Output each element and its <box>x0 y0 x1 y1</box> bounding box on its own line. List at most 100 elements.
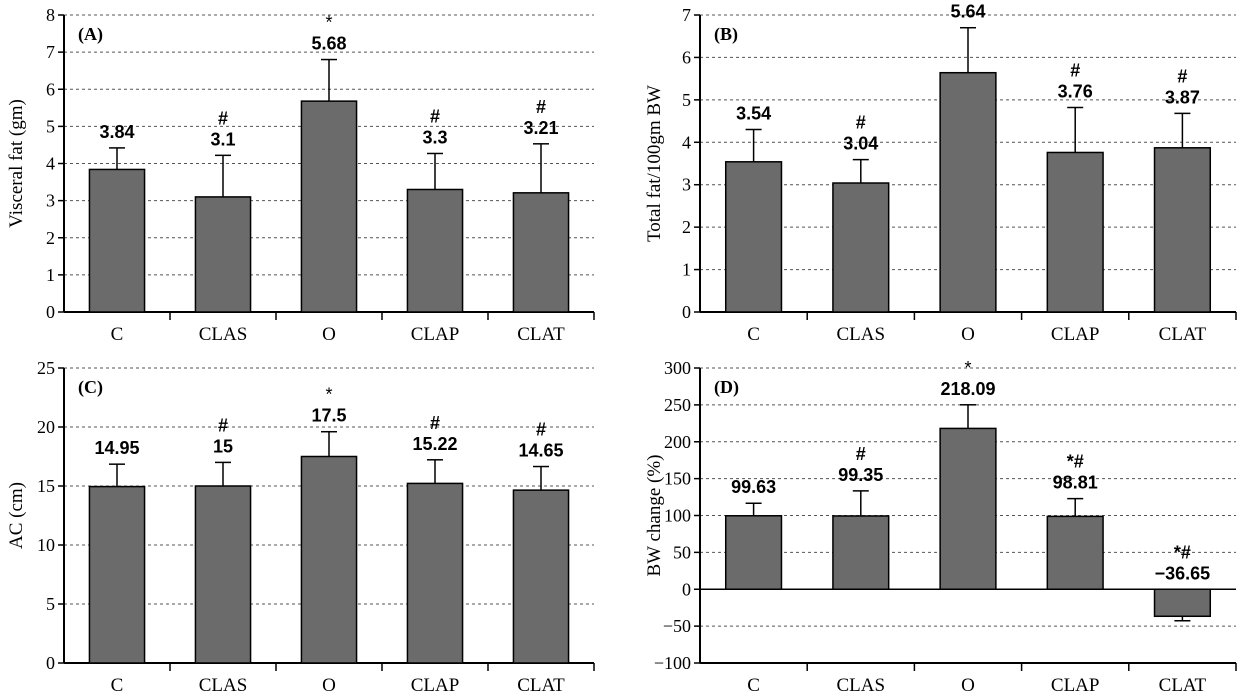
bar-clas <box>832 182 890 313</box>
value-label: 99.35 <box>838 465 883 485</box>
y-tick-label: 250 <box>664 395 691 415</box>
significance-mark: * <box>964 358 971 378</box>
bar-o <box>939 71 997 313</box>
category-label: C <box>747 675 760 694</box>
bar-clas <box>194 485 252 664</box>
value-label: 14.95 <box>94 438 139 458</box>
bar-clat <box>512 489 570 664</box>
significance-mark: * <box>325 385 332 405</box>
significance-mark: # <box>218 108 228 128</box>
significance-mark: # <box>1177 66 1187 86</box>
significance-mark: *# <box>1067 452 1084 472</box>
bar-c <box>724 515 783 591</box>
bar-clat <box>512 192 570 313</box>
bar-clat <box>1153 147 1212 313</box>
y-axis-label: Visceral fat (gm) <box>6 99 27 228</box>
value-label: 3.21 <box>523 118 558 138</box>
y-tick-label: −50 <box>663 616 691 636</box>
y-tick-label: 0 <box>46 653 55 673</box>
value-label: 3.87 <box>1165 87 1200 107</box>
bar-clat <box>1153 588 1212 618</box>
y-tick-label: 0 <box>682 579 691 599</box>
value-label: 17.5 <box>311 406 346 426</box>
significance-mark: * <box>325 13 332 33</box>
value-label: 3.04 <box>843 134 878 154</box>
value-label: 3.54 <box>736 104 771 124</box>
panel-d: −100 −50 0 50 100 150 200 250 300 BW change (%) (D… <box>644 358 1237 694</box>
category-label: CLAP <box>411 324 460 345</box>
category-label: CLAS <box>199 324 248 345</box>
bar-clas <box>194 196 252 313</box>
y-axis-label: AC (cm) <box>6 482 27 549</box>
category-label: CLAT <box>1159 324 1207 345</box>
significance-mark: # <box>536 97 546 117</box>
bar-clap <box>406 188 464 313</box>
bar-clas <box>832 515 890 590</box>
value-label: 3.76 <box>1058 81 1093 101</box>
y-tick-label: 0 <box>682 302 691 322</box>
category-label: CLAS <box>837 675 886 694</box>
y-tick-label: 7 <box>46 42 55 62</box>
value-label: 3.1 <box>210 129 235 149</box>
category-label: CLAT <box>517 675 565 694</box>
y-tick-label: 1 <box>46 265 55 285</box>
category-label: C <box>111 324 124 345</box>
value-label: 99.63 <box>731 477 776 497</box>
category-label: C <box>111 675 124 694</box>
significance-mark: # <box>1070 60 1080 80</box>
y-tick-label: 2 <box>682 217 691 237</box>
y-tick-label: 25 <box>37 358 55 378</box>
y-tick-label: 1 <box>682 260 691 280</box>
y-tick-label: 5 <box>46 594 55 614</box>
value-label: 15.22 <box>412 434 457 454</box>
y-tick-label: 0 <box>46 302 55 322</box>
bar-clap <box>1046 151 1104 313</box>
y-axis-label: BW change (%) <box>644 454 665 576</box>
y-tick-label: 5 <box>46 116 55 136</box>
y-tick-label: 20 <box>37 417 55 437</box>
significance-mark: # <box>856 113 866 133</box>
y-tick-label: 7 <box>682 5 691 25</box>
category-label: O <box>961 324 975 345</box>
value-label: −36.65 <box>1155 563 1211 583</box>
bar-o <box>300 100 358 313</box>
bar-c <box>88 168 146 313</box>
panel-label: (C) <box>78 377 103 398</box>
y-tick-label: 5 <box>682 90 691 110</box>
y-tick-label: −100 <box>654 653 691 673</box>
y-tick-label: 8 <box>46 5 55 25</box>
bar-o <box>300 455 358 664</box>
category-label: O <box>322 675 336 694</box>
value-label: 5.64 <box>950 2 985 22</box>
y-axis-label: Total fat/100gm BW <box>644 85 665 242</box>
category-label: CLAS <box>837 324 886 345</box>
value-label: 3.84 <box>99 122 134 142</box>
y-tick-label: 10 <box>37 535 55 555</box>
value-label: 5.68 <box>311 34 346 54</box>
significance-mark: *# <box>1174 542 1191 562</box>
category-label: CLAP <box>1051 324 1100 345</box>
category-label: O <box>322 324 336 345</box>
y-tick-label: 3 <box>682 175 691 195</box>
y-tick-label: 2 <box>46 228 55 248</box>
significance-mark: # <box>430 413 440 433</box>
significance-mark: # <box>218 415 228 435</box>
y-tick-label: 6 <box>46 79 55 99</box>
category-label: CLAP <box>1051 675 1100 694</box>
panel-label: (D) <box>714 377 739 398</box>
value-label: 218.09 <box>940 379 995 399</box>
panel-label: (A) <box>78 24 103 45</box>
bar-o <box>939 427 997 590</box>
y-tick-label: 300 <box>664 358 691 378</box>
y-tick-label: 6 <box>682 47 691 67</box>
value-label: 15 <box>213 436 233 456</box>
significance-mark: # <box>856 444 866 464</box>
category-label: O <box>961 675 975 694</box>
y-tick-label: 150 <box>664 469 691 489</box>
y-tick-label: 15 <box>37 476 55 496</box>
y-tick-label: 4 <box>682 132 691 152</box>
